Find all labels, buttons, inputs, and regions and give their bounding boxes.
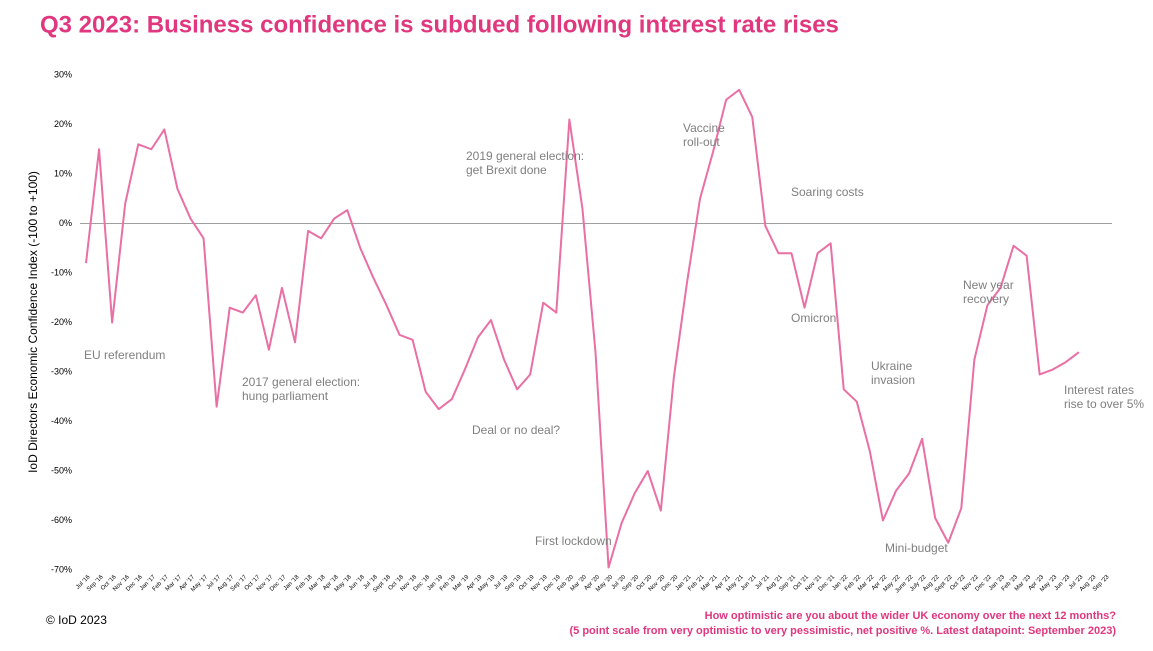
y-axis-label: IoD Directors Economic Confidence Index …	[26, 171, 40, 473]
annotation: Omicron	[791, 311, 836, 325]
y-tick-label: -30%	[51, 366, 72, 376]
footnote: (5 point scale from very optimistic to v…	[570, 625, 1117, 637]
annotation: EU referendum	[84, 348, 165, 362]
annotation: Soaring costs	[791, 185, 864, 199]
y-tick-label: 30%	[54, 69, 72, 79]
annotation: invasion	[871, 373, 915, 387]
annotation: Vaccine	[683, 121, 725, 135]
y-tick-label: -40%	[51, 416, 72, 426]
copyright: © IoD 2023	[46, 613, 107, 627]
chart-title: Q3 2023: Business confidence is subdued …	[40, 11, 839, 38]
annotation: Interest rates	[1064, 383, 1134, 397]
y-tick-label: 20%	[54, 119, 72, 129]
y-tick-label: -20%	[51, 317, 72, 327]
annotation: New year	[963, 278, 1014, 292]
annotation: roll-out	[683, 135, 720, 149]
annotation: Ukraine	[871, 359, 913, 373]
annotation: get Brexit done	[466, 163, 547, 177]
y-tick-label: 0%	[59, 218, 72, 228]
y-tick-label: -70%	[51, 564, 72, 574]
annotation: Mini-budget	[885, 541, 948, 555]
annotation: First lockdown	[535, 534, 612, 548]
y-tick-label: -50%	[51, 465, 72, 475]
annotation: 2019 general election:	[466, 149, 584, 163]
y-tick-label: -10%	[51, 267, 72, 277]
annotation: 2017 general election:	[242, 375, 360, 389]
y-tick-label: 10%	[54, 168, 72, 178]
annotation: Deal or no deal?	[472, 423, 560, 437]
annotation: recovery	[963, 292, 1009, 306]
annotation: rise to over 5%	[1064, 397, 1144, 411]
line-series	[85, 88, 1080, 569]
y-tick-label: -60%	[51, 515, 72, 525]
footnote: How optimistic are you about the wider U…	[705, 610, 1117, 622]
annotation: hung parliament	[242, 389, 329, 403]
